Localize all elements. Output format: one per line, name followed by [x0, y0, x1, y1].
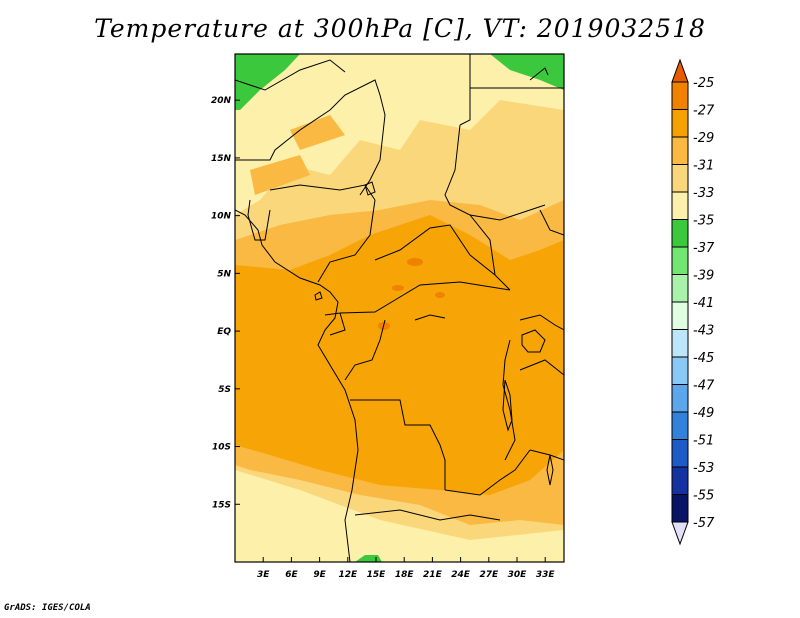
lake-malawi [546, 454, 554, 486]
colorbar-box [671, 136, 689, 165]
lat-tick-label: EQ [217, 327, 231, 337]
colorbar-label: -55 [693, 489, 714, 504]
colorbar-label: -39 [693, 269, 714, 284]
field-warm-spot-2 [392, 285, 404, 291]
lat-tick-label: 10N [211, 212, 232, 222]
colorbar-box [671, 356, 689, 385]
lat-tick-label: 15S [212, 500, 231, 510]
colorbar-box [671, 81, 689, 110]
field-streak-2 [250, 155, 310, 195]
lon-tick-label: 21E [423, 570, 443, 580]
border-gabon [324, 312, 346, 336]
field-warm-spot-4 [435, 292, 445, 298]
lon-tick-label: 6E [285, 570, 298, 580]
colorbar-top-triangle [671, 58, 689, 83]
border-congo-drc [344, 319, 386, 381]
border-east-lakes [502, 339, 516, 461]
red-sea-coast [529, 67, 549, 81]
field-green-nw [235, 54, 300, 110]
field-pale-north [235, 54, 564, 215]
lake-victoria [521, 329, 546, 353]
border-chad-sudan [444, 124, 496, 276]
border-ethiopia [539, 209, 564, 236]
lake-chad [364, 181, 376, 196]
lat-tick-label: 5S [218, 385, 231, 395]
border-nigeria-cameroon [317, 199, 376, 283]
colorbar-label: -27 [693, 104, 715, 119]
coastline-west-africa [235, 209, 359, 562]
colorbar-box [671, 246, 689, 275]
border-kenya-tz [519, 359, 564, 376]
field-warm-spot-1 [407, 258, 423, 266]
colorbar-label: -31 [693, 159, 714, 174]
colorbar-box [671, 439, 689, 468]
field-green-ne [490, 54, 564, 90]
colorbar-label: -35 [693, 214, 714, 229]
colorbar-label: -29 [693, 131, 714, 146]
border-uganda-kenya [519, 314, 564, 331]
colorbar-box [671, 329, 689, 358]
temperature-field [235, 54, 564, 562]
lon-tick-label: 30E [508, 570, 528, 580]
field-green-s [355, 555, 382, 562]
border-niger-nigeria [269, 184, 376, 201]
lon-tick-label: 15E [367, 570, 387, 580]
colorbar-box [671, 274, 689, 303]
field-streak-1 [290, 115, 345, 150]
colorbar-box [671, 191, 689, 220]
lon-tick-label: 9E [313, 570, 326, 580]
colorbar-label: -47 [693, 379, 715, 394]
lon-tick-label: 3E [257, 570, 270, 580]
political-boundaries [235, 54, 564, 562]
colorbar-label: -37 [693, 241, 715, 256]
colorbar-box [671, 219, 689, 248]
colorbar-box [671, 109, 689, 138]
colorbar-label: -49 [693, 406, 714, 421]
border-sudan-ssudan [469, 204, 546, 221]
colorbar: -25 -27 -29 -31 -33 -35 -37 -39 -41 -43 -45 -47 -49 -… [671, 58, 715, 546]
colorbar-bottom-triangle [671, 521, 689, 546]
border-libya-chad [420, 54, 471, 126]
colorbar-box [671, 164, 689, 193]
field-pale-south [235, 470, 564, 562]
colorbar-box [671, 384, 689, 413]
bioko [314, 291, 323, 301]
river-congo [414, 314, 446, 321]
lon-tick-label: 33E [536, 570, 556, 580]
colorbar-label: -45 [693, 351, 714, 366]
lat-tick-label: 15N [211, 154, 232, 164]
lon-tick-label: 27E [479, 570, 499, 580]
map-title: Temperature at 300hPa [C], VT: 201903251… [94, 14, 706, 43]
border-congo [339, 281, 511, 314]
colorbar-label: -51 [693, 434, 714, 449]
colorbar-box [671, 301, 689, 330]
lon-tick-label: 12E [338, 570, 358, 580]
colorbar-box [671, 494, 689, 523]
colorbar-label: -33 [693, 186, 714, 201]
lake-tanganyika [502, 379, 513, 432]
lat-tick-label: 20N [211, 96, 232, 106]
colorbar-box [671, 466, 689, 495]
lat-tick-label: 5N [217, 269, 231, 279]
border-drc-angola [350, 399, 446, 490]
colorbar-label: -41 [693, 296, 714, 311]
border-north-1 [235, 79, 386, 196]
colorbar-label: -53 [693, 461, 714, 476]
grads-credit: GrADS: IGES/COLA [4, 603, 91, 613]
colorbar-label: -43 [693, 324, 714, 339]
border-west-small [247, 199, 271, 241]
map-axes: 3E 6E 9E 12E 15E 18E 21E 24E 27E 30E 33E 20N 15N 10N 5… [211, 96, 555, 580]
colorbar-label: -57 [693, 516, 715, 531]
colorbar-box [671, 411, 689, 440]
border-zambia [444, 449, 531, 496]
border-car [374, 224, 511, 291]
lon-tick-label: 24E [451, 570, 471, 580]
map-frame [234, 53, 565, 563]
border-north-2 [235, 59, 346, 91]
colorbar-label: -25 [693, 76, 714, 91]
lon-tick-label: 18E [395, 570, 415, 580]
lat-tick-label: 10S [212, 443, 231, 453]
border-angola-namibia [354, 509, 501, 521]
